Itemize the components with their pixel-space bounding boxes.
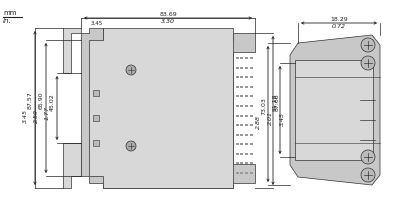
Bar	[295, 60, 373, 160]
Text: 0.72: 0.72	[332, 24, 346, 29]
Bar	[240, 76, 243, 78]
Bar	[250, 76, 252, 78]
Bar	[245, 57, 248, 59]
Bar	[240, 114, 243, 116]
Bar	[240, 105, 243, 107]
Bar	[250, 143, 252, 145]
Bar	[250, 114, 252, 116]
Bar	[236, 57, 238, 59]
Bar	[240, 172, 243, 174]
Text: 45.02: 45.02	[50, 93, 55, 111]
Bar	[236, 162, 238, 164]
Text: mm: mm	[3, 10, 16, 16]
Text: 18.29: 18.29	[330, 17, 348, 22]
Bar	[250, 86, 252, 88]
Text: 3.45: 3.45	[91, 21, 103, 26]
Text: 73.03: 73.03	[261, 97, 266, 115]
Text: 1.77: 1.77	[45, 106, 50, 120]
Bar	[250, 153, 252, 155]
Text: 2.59: 2.59	[34, 109, 39, 123]
Bar	[240, 162, 243, 164]
Bar	[245, 162, 248, 164]
Bar	[240, 86, 243, 88]
Text: 65.90: 65.90	[39, 91, 44, 109]
Bar	[240, 67, 243, 69]
Bar	[245, 153, 248, 155]
Polygon shape	[290, 35, 380, 185]
Text: 83.69: 83.69	[159, 12, 177, 17]
Bar	[245, 86, 248, 88]
Text: 87.66: 87.66	[275, 94, 280, 111]
Bar	[93, 140, 99, 146]
Bar	[250, 57, 252, 59]
Bar	[236, 124, 238, 126]
Bar	[236, 143, 238, 145]
Bar	[245, 95, 248, 97]
Bar	[250, 67, 252, 69]
Bar	[250, 172, 252, 174]
Bar	[250, 95, 252, 97]
Bar	[240, 124, 243, 126]
Bar	[245, 172, 248, 174]
Polygon shape	[89, 28, 233, 188]
Bar	[236, 114, 238, 116]
Bar	[240, 57, 243, 59]
Bar	[236, 172, 238, 174]
Bar	[240, 95, 243, 97]
Circle shape	[361, 168, 375, 182]
Bar	[250, 162, 252, 164]
Bar	[250, 105, 252, 107]
Bar	[250, 124, 252, 126]
Text: 2.01: 2.01	[268, 111, 273, 125]
Text: 51.18: 51.18	[273, 93, 278, 111]
Text: 87.57: 87.57	[28, 91, 33, 109]
Bar	[250, 134, 252, 136]
Text: 3.45: 3.45	[23, 109, 28, 123]
Circle shape	[361, 38, 375, 52]
Bar	[240, 134, 243, 136]
Bar	[245, 67, 248, 69]
Bar	[245, 134, 248, 136]
Bar	[236, 76, 238, 78]
Bar	[93, 115, 99, 121]
Bar	[245, 105, 248, 107]
Bar	[236, 105, 238, 107]
Polygon shape	[81, 28, 255, 188]
Bar	[245, 124, 248, 126]
Bar	[245, 143, 248, 145]
Bar	[93, 90, 99, 96]
Circle shape	[126, 65, 136, 75]
Circle shape	[361, 150, 375, 164]
Bar	[245, 76, 248, 78]
Text: 2.88: 2.88	[256, 115, 261, 129]
Bar	[236, 67, 238, 69]
Bar	[245, 114, 248, 116]
Polygon shape	[63, 28, 81, 73]
Circle shape	[126, 141, 136, 151]
Polygon shape	[63, 143, 81, 188]
Text: 3.30: 3.30	[161, 19, 175, 24]
Text: in.: in.	[3, 18, 12, 24]
Bar	[240, 153, 243, 155]
Bar	[236, 86, 238, 88]
Bar	[240, 143, 243, 145]
Bar	[236, 153, 238, 155]
Circle shape	[361, 56, 375, 70]
Bar	[236, 134, 238, 136]
Text: 3.45: 3.45	[280, 111, 285, 126]
Bar	[236, 95, 238, 97]
